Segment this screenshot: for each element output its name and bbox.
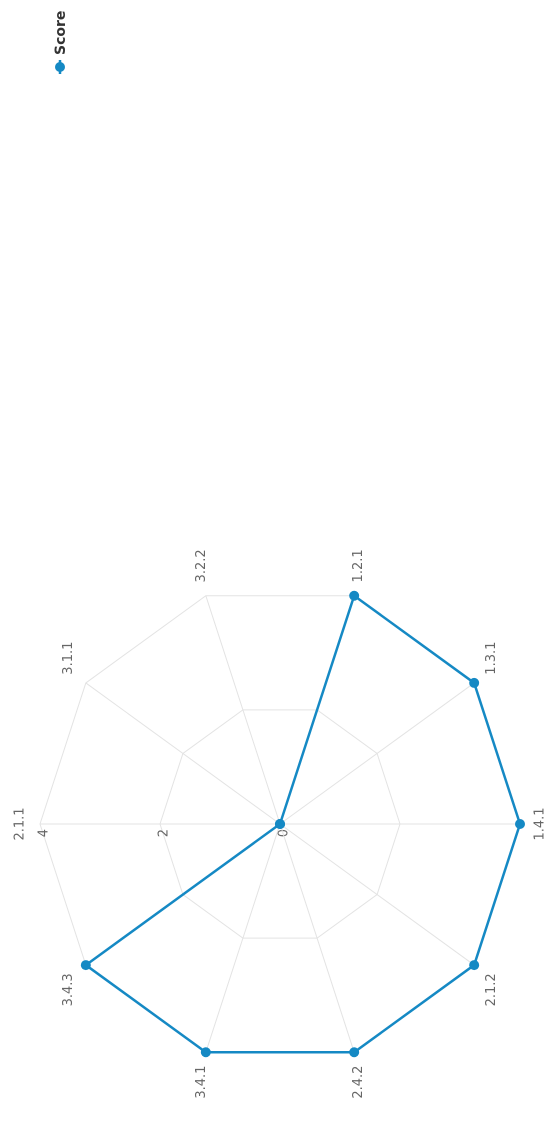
category-label: 3.2.2 bbox=[194, 549, 209, 582]
category-label: 2.4.2 bbox=[351, 1066, 366, 1099]
category-label: 1.2.1 bbox=[351, 549, 366, 582]
data-point bbox=[275, 819, 285, 829]
spoke bbox=[279, 823, 475, 966]
r-tick-label: 4 bbox=[37, 829, 52, 837]
spoke bbox=[85, 682, 281, 825]
data-point bbox=[349, 1047, 360, 1058]
legend: Score bbox=[53, 11, 69, 74]
category-label: 3.4.1 bbox=[194, 1066, 209, 1099]
data-point bbox=[469, 960, 480, 971]
data-point bbox=[469, 677, 480, 688]
spoke bbox=[279, 682, 475, 825]
data-point bbox=[515, 819, 525, 829]
data-point bbox=[349, 590, 360, 601]
category-label: 3.1.1 bbox=[61, 642, 76, 675]
category-label: 2.1.1 bbox=[13, 807, 28, 840]
r-tick-label: 0 bbox=[277, 829, 292, 837]
spoke bbox=[205, 595, 281, 825]
category-label: 2.1.2 bbox=[484, 973, 499, 1006]
r-tick-label: 2 bbox=[157, 829, 172, 837]
category-label: 3.4.3 bbox=[61, 973, 76, 1006]
category-label: 1.3.1 bbox=[484, 642, 499, 675]
spoke bbox=[279, 823, 355, 1053]
legend-label: Score bbox=[53, 11, 69, 55]
category-label: 1.4.1 bbox=[533, 807, 548, 840]
legend-marker bbox=[55, 62, 65, 72]
spoke bbox=[205, 823, 281, 1053]
radar-plot: 0 2 4 2.1.1 3.1.1 3.2.2 1.2.1 1.3.1 1.4.1 2.1.2 2.… bbox=[13, 549, 548, 1098]
data-point bbox=[200, 1047, 211, 1058]
data-point bbox=[80, 960, 91, 971]
